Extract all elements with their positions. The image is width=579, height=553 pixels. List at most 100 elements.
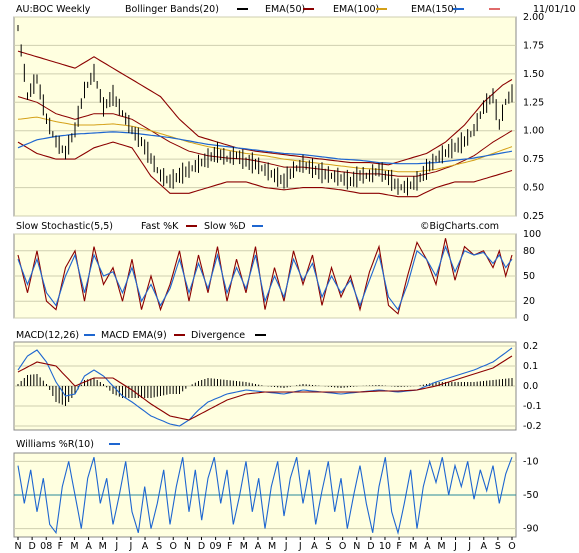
stochastic-slowd-swatch <box>252 225 263 227</box>
price-series <box>17 24 513 198</box>
stochastic-tick-label: 50 <box>523 271 535 282</box>
x-tick-label: N <box>14 541 21 552</box>
x-tick-label: M <box>437 541 445 552</box>
symbol-label: AU:BOC Weekly <box>16 4 91 15</box>
stochastic-tick-label: 80 <box>523 246 535 257</box>
legend-bollinger-label: Bollinger Bands(20) <box>125 4 219 15</box>
williams-y-axis: -10 -50 -90 <box>523 456 539 534</box>
x-tick-label: A <box>85 541 92 552</box>
legend-ema100-label: EMA(100) <box>333 4 379 15</box>
watermark: ©BigCharts.com <box>420 221 499 232</box>
x-tick-label: M <box>268 541 276 552</box>
x-tick-label: A <box>481 541 488 552</box>
x-tick-label: J <box>129 541 133 552</box>
stochastic-fastk-label: Fast %K <box>141 221 179 232</box>
x-tick-label: D <box>28 541 35 552</box>
price-y-axis: 2.00 1.75 1.50 1.25 1.00 0.75 0.50 0.25 <box>523 12 544 222</box>
macd-swatch <box>84 334 95 336</box>
price-tick-label: 0.25 <box>523 211 544 222</box>
stochastic-series <box>17 238 513 315</box>
bollinger-lower-line <box>17 141 513 198</box>
x-tick-label: N <box>184 541 191 552</box>
price-tick-label: 1.75 <box>523 40 544 51</box>
stochastic-tick-label: 0 <box>523 313 529 324</box>
x-tick-label: D <box>367 541 374 552</box>
legend-ema150-label: EMA(150) <box>411 4 457 15</box>
x-tick-label: M <box>99 541 107 552</box>
x-tick-label: J <box>114 541 118 552</box>
price-panel: 2.00 1.75 1.50 1.25 1.00 0.75 0.50 0.25 AU:BOC … <box>13 4 576 222</box>
x-tick-label: J <box>298 541 302 552</box>
macd-ema-label: MACD EMA(9) <box>101 330 167 341</box>
x-tick-label: 10 <box>379 541 391 552</box>
stochastic-tick-label: 100 <box>523 229 541 240</box>
williams-line <box>17 457 513 535</box>
x-axis: N D 08 F M A M J J A S O N D 09 F M A M J J A S O N D 10 F M A M J J A S O <box>14 537 516 552</box>
x-tick-label: O <box>170 541 177 552</box>
stochastic-slowd-label: Slow %D <box>204 221 246 232</box>
stochastic-slowd-line <box>17 244 513 311</box>
ema50-line <box>17 96 513 177</box>
price-tick-label: 0.75 <box>523 154 544 165</box>
macd-tick-label: -0.1 <box>523 401 542 412</box>
macd-title: MACD(12,26) <box>16 330 79 341</box>
macd-panel: MACD(12,26) MACD EMA(9) Divergence 0.20.… <box>13 330 542 432</box>
x-tick-label: O <box>508 541 515 552</box>
x-tick-label: D <box>198 541 205 552</box>
legend-ema50-label: EMA(50) <box>265 4 305 15</box>
williams-tick-label: -50 <box>523 490 539 501</box>
x-tick-label: N <box>353 541 360 552</box>
x-tick-label: J <box>284 541 288 552</box>
x-tick-label: S <box>495 541 501 552</box>
price-tick-label: 1.00 <box>523 126 544 137</box>
x-tick-label: S <box>156 541 162 552</box>
x-tick-label: J <box>467 541 471 552</box>
macd-divergence-label: Divergence <box>191 330 245 341</box>
legend-ema50-swatch <box>303 8 314 10</box>
macd-tick-label: -0.2 <box>523 421 542 432</box>
price-tick-label: 1.25 <box>523 97 544 108</box>
williams-panel: Williams %R(10) -10 -50 -90 <box>13 439 539 538</box>
legend-ema100-swatch <box>376 8 387 10</box>
stochastic-fastk-swatch <box>186 225 197 227</box>
macd-tick-label: 0.2 <box>523 341 538 352</box>
x-tick-label: A <box>424 541 431 552</box>
williams-series <box>14 457 516 535</box>
date-label: 11/01/10 <box>533 4 576 15</box>
x-tick-label: S <box>325 541 331 552</box>
bollinger-upper-line <box>17 50 513 166</box>
stochastic-title: Slow Stochastic(5,5) <box>16 221 113 232</box>
price-tick-label: 2.00 <box>523 12 544 23</box>
x-tick-label: F <box>396 541 401 552</box>
x-tick-label: A <box>311 541 318 552</box>
williams-swatch <box>109 443 120 445</box>
x-tick-label: M <box>70 541 78 552</box>
price-tick-label: 1.50 <box>523 69 544 80</box>
macd-tick-label: 0.0 <box>523 381 538 392</box>
williams-tick-label: -90 <box>523 524 539 535</box>
price-tick-label: 0.50 <box>523 183 544 194</box>
macd-y-axis: 0.2 0.1 0.0 -0.1 -0.2 <box>523 341 542 432</box>
legend-bollinger-swatch <box>237 8 248 10</box>
legend-ema150-swatch <box>453 8 464 10</box>
williams-title: Williams %R(10) <box>16 439 94 450</box>
x-tick-label: M <box>240 541 248 552</box>
macd-tick-label: 0.1 <box>523 361 538 372</box>
x-tick-label: M <box>409 541 417 552</box>
stochastic-y-axis: 100 80 50 20 0 <box>523 229 541 324</box>
price-plot-area <box>13 16 517 217</box>
x-tick-label: F <box>58 541 63 552</box>
x-tick-label: 08 <box>40 541 52 552</box>
stochastic-panel: Slow Stochastic(5,5) Fast %K Slow %D ©Bi… <box>13 221 541 324</box>
legend-extra-swatch <box>489 8 500 10</box>
x-tick-label: 09 <box>210 541 222 552</box>
macd-signal-line <box>17 355 513 421</box>
macd-series <box>17 347 513 427</box>
macd-divergence-swatch <box>255 334 266 336</box>
stochastic-fastk-line <box>17 238 513 315</box>
stochastic-tick-label: 20 <box>523 296 535 307</box>
indicator-legend: Bollinger Bands(20) EMA(50) EMA(100) EMA… <box>125 4 500 15</box>
williams-tick-label: -10 <box>523 456 539 467</box>
x-tick-label: F <box>227 541 232 552</box>
